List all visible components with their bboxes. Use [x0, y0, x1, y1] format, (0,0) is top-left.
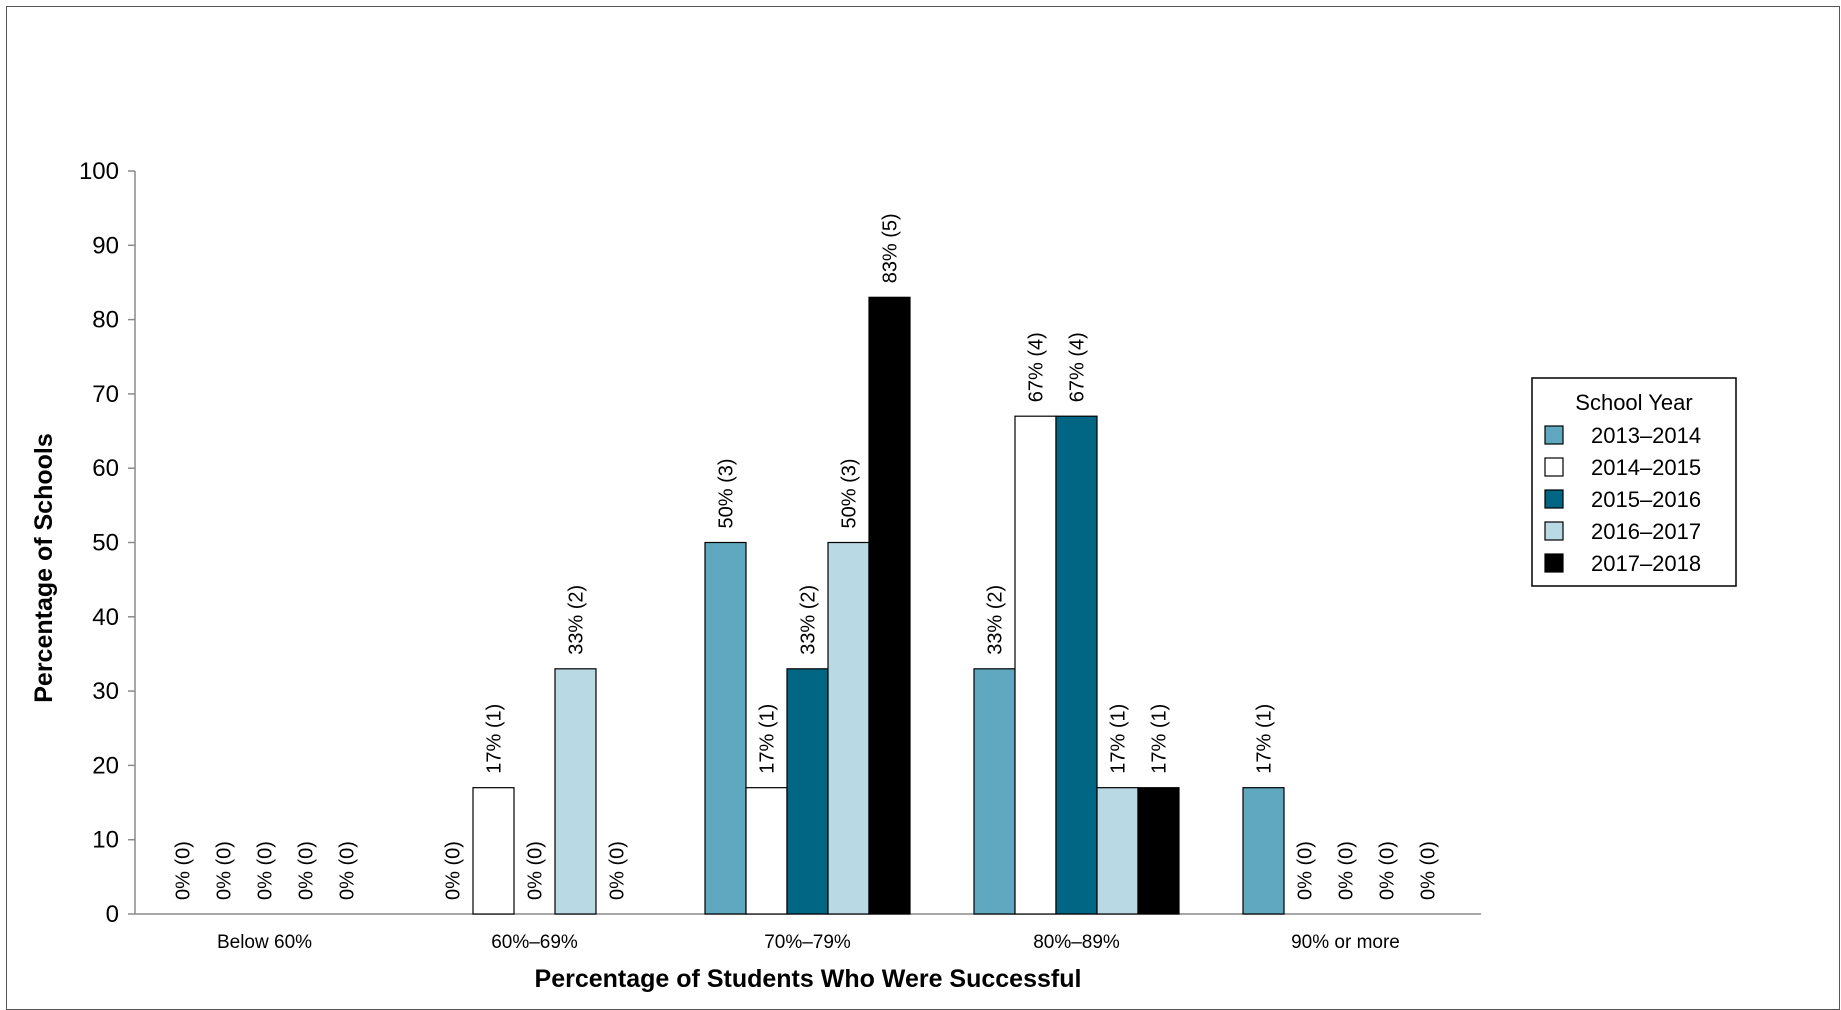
bar: [827, 541, 870, 915]
bar-value-label: 33% (2): [985, 585, 1007, 655]
bar-value-label: 83% (5): [880, 213, 902, 283]
bar-value-label: 50% (3): [839, 458, 861, 528]
bar-value-label: 50% (3): [716, 458, 738, 528]
data-labels: 0% (0) 0% (0) 50% (3) 33% (2) 17% (1) 0% (0) 1…: [173, 213, 1440, 900]
legend-entry-label: 2015–2016: [1591, 487, 1701, 512]
bar: [1014, 415, 1057, 915]
bar-value-label: 17% (1): [484, 704, 506, 774]
y-tick-label: 10: [92, 827, 119, 854]
x-category-label: 90% or more: [1291, 932, 1400, 953]
y-tick-label: 90: [92, 232, 119, 259]
y-tick-label: 100: [79, 158, 119, 185]
bar-value-label: 0% (0): [443, 841, 465, 900]
bar-value-label: 0% (0): [337, 841, 359, 900]
bar-value-label: 17% (1): [1149, 704, 1171, 774]
bar-value-label: 17% (1): [757, 704, 779, 774]
legend-entry-label: 2016–2017: [1591, 519, 1701, 544]
bar-value-label: 33% (2): [566, 585, 588, 655]
y-tick-label: 70: [92, 381, 119, 408]
bar-value-label: 0% (0): [255, 841, 277, 900]
legend-box: [1531, 377, 1737, 587]
bar: [868, 296, 911, 915]
bar-value-label: 17% (1): [1108, 704, 1130, 774]
bar: [786, 668, 829, 915]
bar-value-label: 0% (0): [607, 841, 629, 900]
bars: [472, 296, 1285, 915]
legend-swatch: [1544, 457, 1564, 477]
legend-swatch: [1544, 425, 1564, 445]
legend-title: School Year: [1575, 390, 1692, 415]
bar-value-label: 33% (2): [798, 585, 820, 655]
legend-swatch: [1544, 489, 1564, 509]
x-axis-title: Percentage of Students Who Were Successf…: [535, 965, 1082, 993]
bar-value-label: 67% (4): [1026, 332, 1048, 402]
y-tick-label: 0: [106, 901, 119, 928]
bar: [1096, 787, 1139, 915]
bar: [472, 787, 515, 915]
y-tick-label: 80: [92, 307, 119, 334]
bar: [1242, 787, 1285, 915]
bar-value-label: 0% (0): [1336, 841, 1358, 900]
x-category-label: 70%–79%: [764, 932, 851, 953]
y-axis-title: Percentage of Schools: [30, 433, 58, 703]
y-tick-label: 50: [92, 530, 119, 557]
bar-value-label: 0% (0): [525, 841, 547, 900]
legend: School Year 2013–2014 2014–2015 2015–2016 2…: [1531, 377, 1737, 587]
bar: [1137, 787, 1180, 915]
bar-value-label: 67% (4): [1067, 332, 1089, 402]
x-category-label: 60%–69%: [491, 932, 578, 953]
y-tick-label: 60: [92, 455, 119, 482]
y-tick-label: 40: [92, 604, 119, 631]
bar-value-label: 0% (0): [1295, 841, 1317, 900]
bar: [973, 668, 1016, 915]
bar: [554, 668, 597, 915]
legend-entry-label: 2017–2018: [1591, 551, 1701, 576]
x-category-label: Below 60%: [217, 932, 312, 953]
bar: [745, 787, 788, 915]
y-tick-label: 20: [92, 752, 119, 779]
axes: 0 10 20 30 40 50 60 70 80 90 100 Below 60% 60%–69% 70…: [79, 158, 1481, 953]
y-tick-label: 30: [92, 678, 119, 705]
bar-value-label: 0% (0): [214, 841, 236, 900]
bar-value-label: 0% (0): [173, 841, 195, 900]
bar-value-label: 17% (1): [1254, 704, 1276, 774]
x-category-label: 80%–89%: [1033, 932, 1120, 953]
bar-value-label: 0% (0): [296, 841, 318, 900]
bar: [704, 541, 747, 915]
legend-entry-label: 2014–2015: [1591, 455, 1701, 480]
legend-swatch: [1544, 553, 1564, 573]
bar: [1055, 415, 1098, 915]
legend-entry-label: 2013–2014: [1591, 423, 1701, 448]
bar-value-label: 0% (0): [1377, 841, 1399, 900]
legend-swatch: [1544, 521, 1564, 541]
bar-value-label: 0% (0): [1418, 841, 1440, 900]
